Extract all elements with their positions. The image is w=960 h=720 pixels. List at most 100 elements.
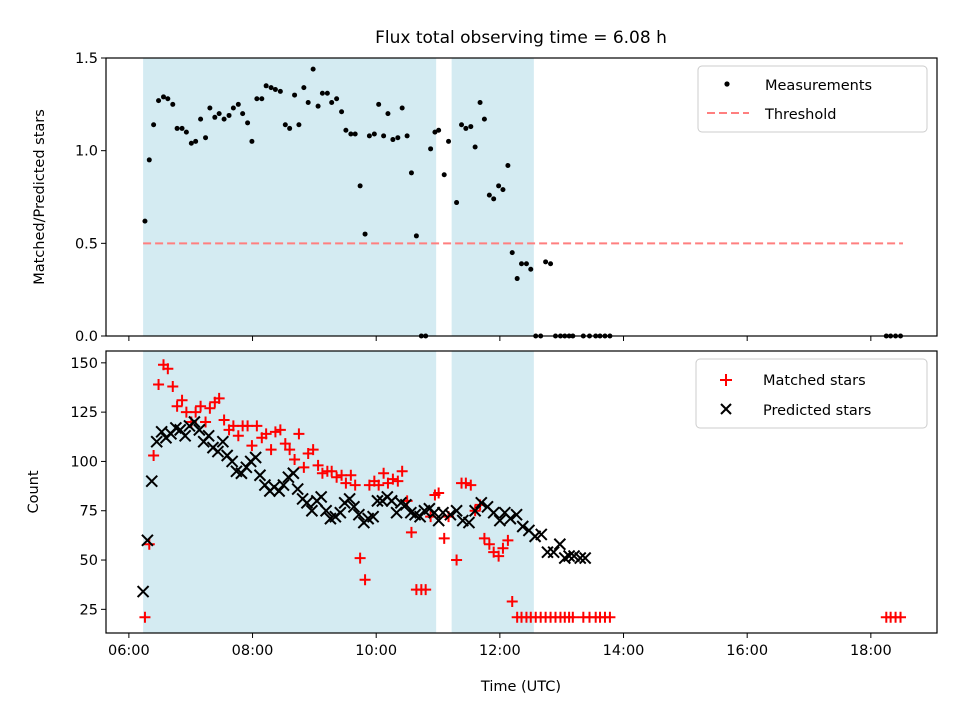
- measurement-point: [174, 125, 180, 131]
- y-tick-label: 25: [80, 602, 98, 618]
- matched-star-point: [227, 420, 239, 432]
- matched-star-point: [438, 532, 450, 544]
- matched-star-point: [204, 402, 216, 414]
- y-tick-label: 100: [70, 454, 98, 470]
- matched-star-point: [387, 473, 399, 485]
- measurement-point: [505, 162, 511, 168]
- predicted-star-point: [277, 478, 290, 492]
- measurement-point: [161, 94, 167, 100]
- matched-star-point: [213, 392, 225, 404]
- measurement-point: [366, 133, 372, 139]
- x-tick-label: 14:00: [603, 643, 645, 659]
- predicted-star-point: [578, 551, 592, 565]
- top-panel: 0.0 0.5 1.0 1.5 Matched/Predicted stars Mea…: [32, 51, 938, 345]
- predicted-star-point: [493, 514, 507, 527]
- measurement-point: [151, 122, 157, 128]
- measurement-point: [296, 122, 302, 128]
- top-plot-frame: [105, 57, 938, 337]
- measurement-point: [357, 183, 363, 189]
- measurement-point: [500, 187, 506, 193]
- predicted-star-point: [193, 423, 206, 437]
- matched-star-point: [331, 471, 343, 483]
- matched-star-point: [359, 574, 371, 586]
- matched-star-point: [895, 611, 907, 623]
- predicted-star-point: [547, 545, 560, 559]
- predicted-star-point: [562, 549, 576, 563]
- matched-star-point: [349, 479, 361, 491]
- measurement-point: [301, 85, 307, 91]
- measurement-point: [329, 99, 335, 105]
- x-tick-label: 08:00: [232, 643, 274, 659]
- matched-star-point: [176, 394, 188, 406]
- measurement-point: [352, 131, 358, 137]
- predicted-star-point: [347, 500, 361, 513]
- measurement-point: [395, 135, 401, 141]
- matched-star-point: [497, 542, 509, 554]
- top-legend: Measurements Threshold: [697, 65, 928, 133]
- y-tick-label: 1.0: [75, 144, 98, 160]
- predicted-star-point: [475, 496, 488, 510]
- matched-star-point: [460, 477, 472, 489]
- measurement-point: [198, 116, 204, 122]
- x-tick-label: 16:00: [726, 643, 768, 659]
- measurement-point: [428, 146, 434, 152]
- matched-star-point: [451, 554, 463, 566]
- measurement-point: [486, 192, 492, 198]
- measurement-point: [282, 122, 288, 128]
- x-tick-label: 18:00: [850, 643, 892, 659]
- measurement-point: [254, 96, 260, 102]
- predicted-star-point: [436, 506, 450, 519]
- measurement-point: [183, 129, 189, 135]
- predicted-star-point: [145, 474, 158, 488]
- matched-star-point: [274, 424, 286, 436]
- matched-star-point: [316, 467, 328, 479]
- measurement-point: [305, 99, 311, 105]
- measurement-point: [203, 135, 209, 141]
- measurement-point: [463, 125, 469, 131]
- measurement-point: [446, 138, 452, 144]
- legend-marker-matched: [720, 374, 732, 386]
- x-axis-label: Time (UTC): [480, 679, 561, 695]
- predicted-star-point: [287, 467, 300, 480]
- measurement-point: [432, 129, 438, 135]
- matched-star-point: [478, 532, 490, 544]
- bottom-plot-frame: [105, 350, 938, 634]
- matched-star-point: [506, 595, 518, 607]
- measurement-point: [240, 111, 246, 117]
- measurement-point: [212, 114, 218, 120]
- matched-star-point: [289, 453, 301, 465]
- measurement-point: [376, 101, 382, 107]
- predicted-star-point: [141, 534, 154, 547]
- measurement-point: [324, 90, 330, 96]
- matched-star-point: [392, 475, 404, 487]
- measurement-point: [156, 98, 162, 104]
- measurement-point: [371, 131, 377, 137]
- matched-star-point: [502, 534, 514, 546]
- measurement-point: [165, 96, 171, 102]
- matched-star-point: [336, 469, 348, 481]
- y-tick-label: 1.5: [75, 51, 98, 67]
- measurement-point: [454, 200, 460, 206]
- measurement-point: [343, 127, 349, 133]
- predicted-star-point: [553, 538, 567, 551]
- count-points: [136, 359, 907, 623]
- matched-star-point: [420, 584, 432, 596]
- predicted-star-point: [319, 504, 333, 517]
- y-tick-label: 75: [80, 504, 98, 520]
- x-tick-label: 12:00: [479, 643, 521, 659]
- predicted-star-point: [334, 506, 347, 519]
- matched-star-point: [180, 406, 192, 418]
- measurement-point: [292, 92, 298, 98]
- measurement-point: [399, 105, 405, 111]
- measurement-point: [404, 133, 410, 139]
- bottom-y-axis-label: Count: [26, 470, 42, 513]
- matched-star-point: [148, 450, 160, 462]
- measurement-point: [381, 133, 387, 139]
- measurement-point: [235, 101, 241, 107]
- legend-label-predicted: Predicted stars: [763, 403, 871, 419]
- predicted-star-point: [178, 429, 192, 443]
- measurement-point: [179, 125, 185, 131]
- measurement-point: [226, 112, 232, 118]
- top-y-axis: 0.0 0.5 1.0 1.5: [75, 51, 106, 345]
- measurement-point: [193, 138, 199, 144]
